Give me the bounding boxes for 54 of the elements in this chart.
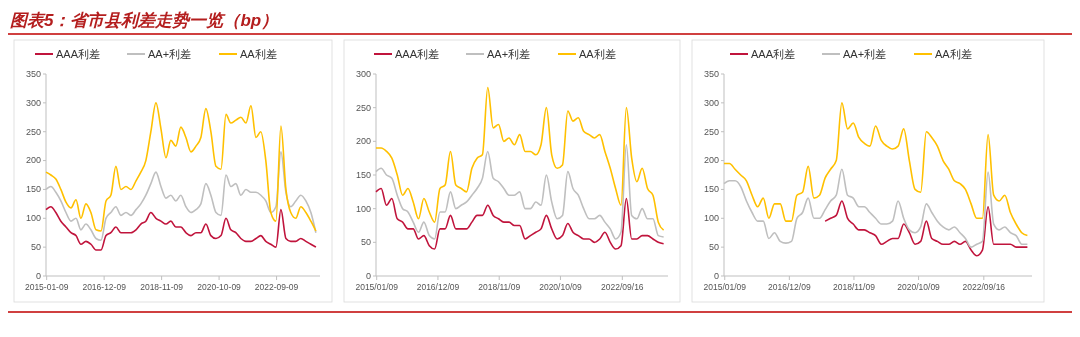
y-tick-label: 200 bbox=[355, 136, 371, 147]
y-tick-label: 100 bbox=[25, 213, 41, 224]
x-tick-label: 2016/12/09 bbox=[416, 282, 460, 292]
x-tick-label: 2022-09-09 bbox=[254, 282, 299, 292]
legend-label: AAA利差 bbox=[56, 48, 101, 60]
x-tick-label: 2022/09/16 bbox=[962, 282, 1006, 292]
x-tick-label: 2020/10/09 bbox=[539, 282, 582, 292]
x-tick-label: 2020/10/09 bbox=[897, 282, 941, 292]
y-tick-label: 250 bbox=[25, 126, 41, 137]
line-series bbox=[824, 200, 1029, 257]
y-tick-label: 250 bbox=[355, 102, 371, 113]
x-tick-label: 2015-01-09 bbox=[24, 282, 69, 292]
line-series bbox=[723, 102, 1029, 237]
x-tick-label: 2018/11/09 bbox=[833, 282, 876, 292]
y-tick-label: 350 bbox=[703, 68, 719, 79]
x-tick-label: 2018-11-09 bbox=[140, 282, 184, 292]
line-series bbox=[45, 102, 317, 232]
legend-label: AA利差 bbox=[579, 48, 616, 60]
y-tick-label: 50 bbox=[360, 237, 371, 248]
x-tick-label: 2015/01/09 bbox=[355, 282, 399, 292]
x-tick-label: 2020-10-09 bbox=[197, 282, 242, 292]
y-tick-label: 350 bbox=[25, 68, 41, 79]
line-series bbox=[375, 187, 665, 250]
y-tick-label: 100 bbox=[355, 203, 371, 214]
legend-label: AA利差 bbox=[935, 48, 972, 60]
y-tick-label: 0 bbox=[35, 270, 41, 281]
legend-label: AA利差 bbox=[240, 48, 277, 60]
y-tick-label: 300 bbox=[355, 68, 371, 79]
x-tick-label: 2016-12-09 bbox=[82, 282, 127, 292]
line-series bbox=[45, 205, 317, 251]
y-tick-label: 300 bbox=[25, 97, 41, 108]
y-tick-label: 0 bbox=[713, 270, 719, 281]
y-tick-label: 150 bbox=[703, 184, 719, 195]
legend-label: AAA利差 bbox=[395, 48, 440, 60]
y-tick-label: 0 bbox=[365, 270, 371, 281]
y-tick-label: 50 bbox=[30, 242, 41, 253]
x-tick-label: 2018/11/09 bbox=[478, 282, 521, 292]
x-tick-label: 2022/09/16 bbox=[601, 282, 644, 292]
y-tick-label: 300 bbox=[703, 97, 719, 108]
y-tick-label: 150 bbox=[355, 169, 371, 180]
y-tick-label: 150 bbox=[25, 184, 41, 195]
y-tick-label: 250 bbox=[703, 126, 719, 137]
y-tick-label: 200 bbox=[703, 155, 719, 166]
y-tick-label: 50 bbox=[708, 242, 719, 253]
y-tick-label: 200 bbox=[25, 155, 41, 166]
y-tick-label: 100 bbox=[703, 213, 719, 224]
legend-label: AA+利差 bbox=[148, 48, 192, 60]
legend-label: AA+利差 bbox=[843, 48, 887, 60]
x-tick-label: 2015/01/09 bbox=[703, 282, 747, 292]
chart-title: 图表5：省市县利差走势一览（bp） bbox=[10, 11, 279, 30]
line-series bbox=[375, 86, 665, 232]
legend-label: AAA利差 bbox=[751, 48, 796, 60]
legend-label: AA+利差 bbox=[487, 48, 531, 60]
x-tick-label: 2016/12/09 bbox=[768, 282, 811, 292]
